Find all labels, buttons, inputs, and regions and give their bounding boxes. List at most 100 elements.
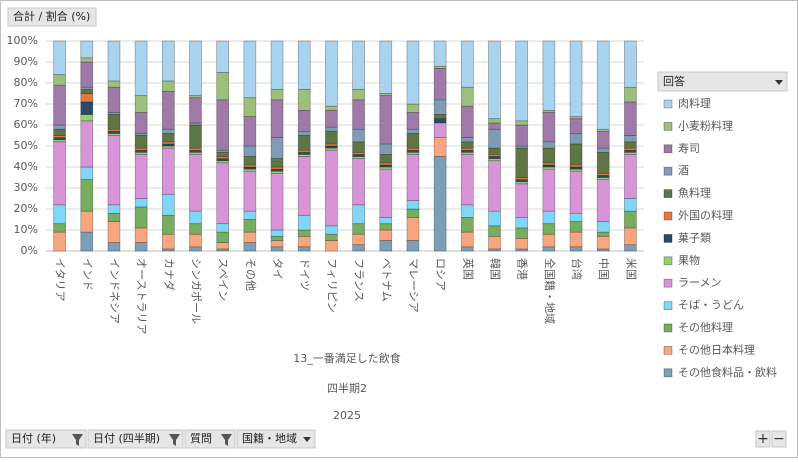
bar-segment [569,221,583,233]
bar-segment [433,99,447,115]
bar-segment [80,114,94,122]
bar-segment [460,217,474,233]
bar-segment [488,118,501,124]
bar-segment [243,242,257,252]
bar-segment [161,193,175,216]
legend-label: ラーメン [678,276,722,289]
x-tick-label: フランス [353,258,366,302]
bar-segment [379,95,393,145]
bar-segment [515,124,529,147]
x-tick-label: タイ [271,258,284,280]
legend-label: 魚料理 [678,186,711,200]
legend-label: そば・うどん [678,299,744,312]
x-tick-label: マレーシア [407,258,420,313]
bar-segment [406,133,420,149]
bar-segment [406,200,420,210]
bar-segment [134,242,148,252]
bar-segment [352,244,365,252]
bar-segment [243,156,257,166]
bar-segment [460,137,474,143]
bar-segment [161,40,175,82]
legend-swatch [663,234,673,243]
x-tick-label: 香港 [516,258,529,280]
bar-segment [596,221,610,233]
bar-segment [515,147,529,178]
bar-segment [433,156,447,252]
bar-segment [216,231,230,243]
zoom-in-button[interactable] [755,430,771,448]
dropdown-arrow [303,437,311,442]
legend-label: 小麦粉料理 [678,118,733,132]
bar-segment [53,84,66,126]
bar-segment [325,105,338,111]
legend-label: 外国の料理 [678,208,733,222]
legend-swatch [663,122,673,131]
bar-segment [243,145,257,157]
filter-button[interactable] [87,429,184,449]
bar-segment [352,158,365,206]
bar-segment [189,122,202,126]
bar-segment [53,231,66,252]
y-tick-label: 80% [14,76,38,89]
bar-segment [379,168,393,218]
bar-segment [596,231,610,237]
bar-segment [107,86,121,113]
bar-segment [624,244,637,252]
bar-segment [243,219,257,233]
filter-button[interactable] [5,429,87,449]
bar-segment [406,103,420,113]
bar-segment [406,112,420,130]
bar-segment [515,217,529,229]
bar-segment [243,97,257,117]
bar-segment [80,101,94,115]
x-tick-label: 全国籍・地域 [543,258,557,324]
bar-segment [542,40,556,111]
bar-segment [297,235,311,248]
bar-segment [352,99,365,130]
filter-bar: 日付 (年) 日付 (四半期) 質問 国籍・地域 [5,429,316,449]
x-tick-label: ドイツ [298,258,311,291]
filter-icon [169,434,180,446]
bar-segment [379,162,393,166]
bar-segment [161,91,175,130]
bar-segment [379,217,393,225]
legend-swatch [663,211,673,221]
dropdown-arrow [775,80,783,85]
bar-segment [80,210,94,233]
value-field-button[interactable] [7,7,97,27]
y-tick-label: 0% [21,244,38,257]
bar-segment [53,124,66,130]
bar-segment [297,109,311,132]
x-tick-label: イタリア [54,258,67,302]
bar-segment [569,40,583,117]
bar-segment [270,40,284,90]
x-tick-label: 中国 [597,258,610,280]
bar-segment [488,235,501,250]
bar-segment [433,114,447,120]
bar-segment [325,109,338,128]
bar-segment [53,141,66,206]
bar-segment [189,233,202,248]
bar-segment [433,137,447,157]
bar-segment [243,170,257,212]
bar-segment [624,227,637,246]
legend-title: 回答 [663,74,685,88]
bar-segment [297,214,311,231]
bar-segment [542,246,556,252]
zoom-out-button[interactable] [771,430,787,448]
bar-segment [569,246,583,252]
bar-segment [80,61,94,88]
bar-segment [596,151,610,174]
x-tick-label: ベトナム [380,258,393,302]
bar-segment [216,72,230,101]
bar-segment [433,67,447,101]
bar-segment [297,88,311,111]
x-tick-label: 英国 [461,258,475,280]
bar-segment [270,137,284,159]
legend-field-button[interactable] [657,71,788,92]
bar-segment [189,40,202,96]
filter-button[interactable] [236,429,316,449]
bar-segment [297,229,311,237]
legend-label: 果物 [678,253,700,267]
bar-segment [53,204,66,225]
